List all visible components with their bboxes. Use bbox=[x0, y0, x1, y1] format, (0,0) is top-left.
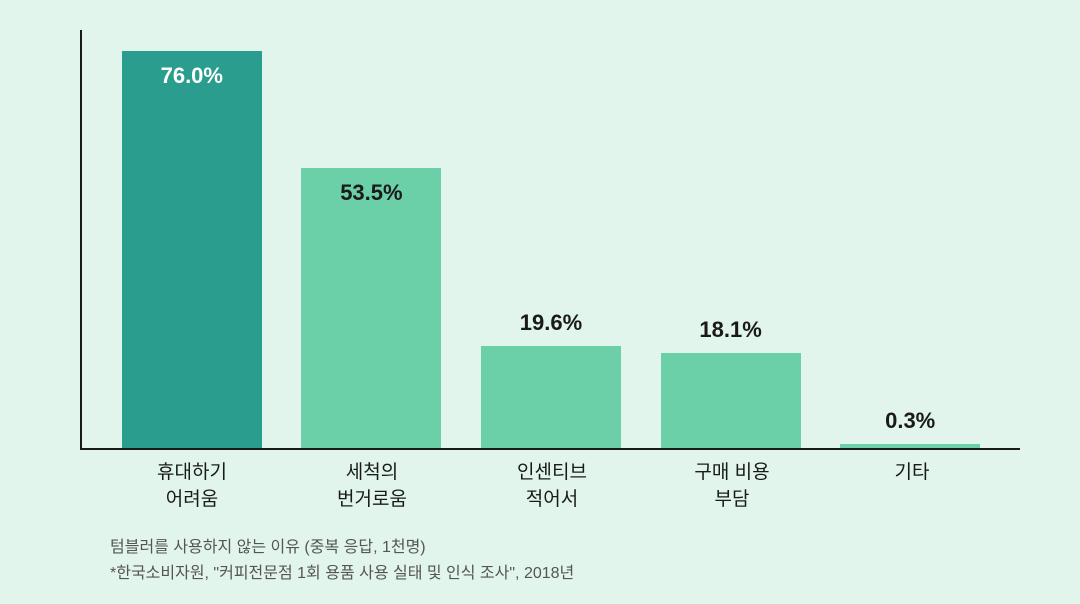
caption-line-2: *한국소비자원, "커피전문점 1회 용품 사용 실태 및 인식 조사", 20… bbox=[110, 561, 574, 587]
caption-line-1: 텀블러를 사용하지 않는 이유 (중복 응답, 1천명) bbox=[110, 535, 574, 561]
bar: 19.6% bbox=[481, 346, 621, 448]
bar-label: 휴대하기 어려움 bbox=[117, 460, 267, 513]
bar-label: 구매 비용 부담 bbox=[657, 460, 807, 513]
bar-group: 0.3% bbox=[835, 444, 985, 448]
bar-label: 세척의 번거로움 bbox=[297, 460, 447, 513]
bar: 18.1% bbox=[661, 353, 801, 448]
bar-value: 19.6% bbox=[481, 310, 621, 336]
labels-area: 휴대하기 어려움 세척의 번거로움 인센티브 적어서 구매 비용 부담 기타 bbox=[82, 460, 1022, 513]
bars-area: 76.0% 53.5% 19.6% 18.1% 0.3% bbox=[82, 30, 1020, 448]
bar: 53.5% bbox=[301, 168, 441, 448]
bar-group: 53.5% bbox=[296, 168, 446, 448]
x-axis bbox=[80, 448, 1020, 450]
bar-group: 19.6% bbox=[476, 346, 626, 448]
bar-label: 기타 bbox=[837, 460, 987, 513]
bar: 76.0% bbox=[122, 51, 262, 448]
chart-container: 76.0% 53.5% 19.6% 18.1% 0.3% bbox=[80, 30, 1020, 450]
bar-group: 76.0% bbox=[117, 51, 267, 448]
bar-value: 76.0% bbox=[122, 63, 262, 89]
chart-caption: 텀블러를 사용하지 않는 이유 (중복 응답, 1천명) *한국소비자원, "커… bbox=[110, 535, 574, 586]
bar: 0.3% bbox=[840, 444, 980, 448]
bar-group: 18.1% bbox=[656, 353, 806, 448]
bar-value: 0.3% bbox=[840, 408, 980, 434]
bar-value: 18.1% bbox=[661, 317, 801, 343]
bar-value: 53.5% bbox=[301, 180, 441, 206]
bar-label: 인센티브 적어서 bbox=[477, 460, 627, 513]
